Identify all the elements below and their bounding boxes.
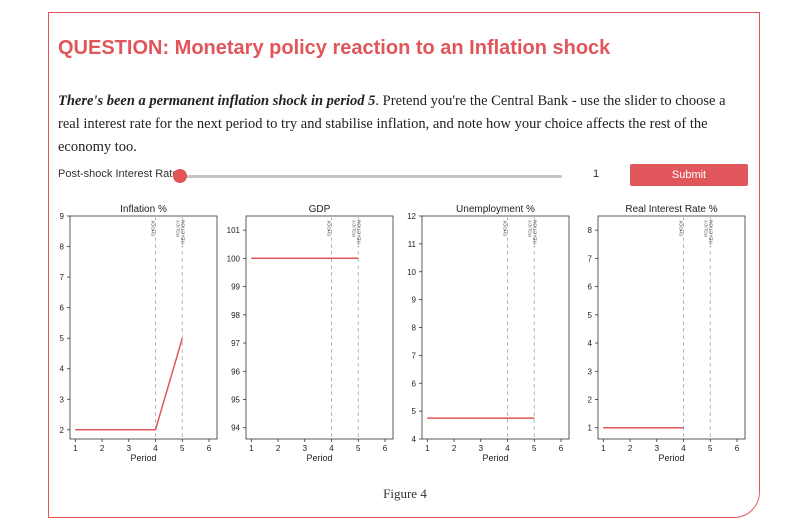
x-axis-label: Period [130,453,156,463]
y-tick-label: 11 [408,240,417,249]
x-tick-label: 5 [532,444,537,453]
y-tick-label: 9 [60,212,65,221]
question-prompt: There's been a permanent inflation shock… [58,90,748,159]
x-tick-label: 4 [329,444,334,453]
y-tick-label: 4 [60,365,65,374]
x-axis-label: Period [306,453,332,463]
slider-label: Post-shock Interest Rate [58,168,179,180]
y-tick-label: 4 [588,339,593,348]
y-tick-label: 9 [412,296,417,305]
y-tick-label: 96 [231,367,240,376]
x-tick-label: 5 [356,444,361,453]
x-tick-label: 3 [479,444,484,453]
interest-rate-slider-track[interactable] [178,175,562,178]
y-tick-label: 2 [588,395,593,404]
y-tick-label: 2 [60,426,65,435]
x-tick-label: 2 [276,444,281,453]
x-tick-label: 4 [505,444,510,453]
x-tick-label: 2 [100,444,105,453]
x-tick-label: 3 [655,444,660,453]
x-tick-label: 2 [452,444,457,453]
y-tick-label: 101 [227,226,241,235]
y-tick-label: 6 [412,379,417,388]
interest-rate-slider-thumb[interactable] [173,169,187,183]
x-tick-label: 1 [73,444,78,453]
plot-frame [245,215,394,440]
y-tick-label: 5 [412,407,417,416]
y-tick-label: 6 [60,304,65,313]
y-tick-label: 1 [588,424,593,433]
x-tick-label: 4 [681,444,686,453]
x-tick-label: 6 [559,444,564,453]
plot-frame [69,215,218,440]
x-axis-label: Period [482,453,508,463]
submit-button[interactable]: Submit [630,164,748,186]
policy-reaction-label: REACTION [356,220,361,244]
question-card-frame [48,12,760,518]
prompt-body: . Pretend you're the Central Bank - use … [58,93,726,155]
chart-title: Real Interest Rate % [625,204,717,215]
figure-caption: Figure 4 [383,486,427,501]
y-tick-label: 7 [412,351,417,360]
y-tick-label: 8 [412,324,417,333]
y-tick-label: 99 [231,283,240,292]
policy-reaction-label: POLICY [703,220,708,237]
y-tick-label: 7 [60,273,65,282]
chart-title: GDP [309,204,331,215]
x-tick-label: 6 [383,444,388,453]
policy-reaction-label: REACTION [708,220,713,244]
y-tick-label: 7 [588,254,593,263]
y-tick-label: 3 [588,367,593,376]
shock-label: SHOCK [151,219,156,236]
slider-value-readout: 1 [592,168,600,180]
x-tick-label: 5 [708,444,713,453]
y-tick-label: 4 [412,435,417,444]
x-tick-label: 4 [153,444,158,453]
plot-frame [597,215,746,440]
page-title: QUESTION: Monetary policy reaction to an… [58,37,611,59]
shock-label: SHOCK [679,219,684,236]
prompt-emphasis: There's been a permanent inflation shock… [58,93,376,109]
chart-title: Inflation % [120,204,167,215]
y-tick-label: 5 [60,334,65,343]
y-tick-label: 6 [588,283,593,292]
y-tick-label: 3 [60,395,65,404]
x-tick-label: 6 [207,444,212,453]
x-tick-label: 5 [180,444,185,453]
policy-reaction-label: REACTION [180,220,185,244]
y-tick-label: 5 [588,311,593,320]
series-line [75,337,184,431]
y-tick-label: 94 [231,424,240,433]
x-tick-label: 6 [735,444,740,453]
y-tick-label: 95 [231,395,240,404]
x-tick-label: 1 [249,444,254,453]
y-tick-label: 12 [407,212,416,221]
y-tick-label: 8 [588,226,593,235]
policy-reaction-label: REACTION [532,220,537,244]
y-tick-label: 100 [227,254,241,263]
policy-reaction-label: POLICY [175,220,180,237]
x-tick-label: 1 [425,444,430,453]
shock-label: SHOCK [503,219,508,236]
x-tick-label: 3 [303,444,308,453]
y-tick-label: 8 [60,243,65,252]
chart-title: Unemployment % [456,204,535,215]
policy-reaction-label: POLICY [527,220,532,237]
policy-reaction-label: POLICY [351,220,356,237]
y-tick-label: 97 [231,339,240,348]
shock-label: SHOCK [327,219,332,236]
x-tick-label: 3 [127,444,132,453]
x-tick-label: 1 [601,444,606,453]
y-tick-label: 98 [231,311,240,320]
y-tick-label: 10 [407,268,416,277]
x-tick-label: 2 [628,444,633,453]
x-axis-label: Period [658,453,684,463]
plot-frame [421,215,570,440]
